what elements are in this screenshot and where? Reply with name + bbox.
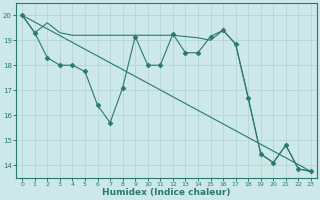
X-axis label: Humidex (Indice chaleur): Humidex (Indice chaleur) bbox=[102, 188, 231, 197]
